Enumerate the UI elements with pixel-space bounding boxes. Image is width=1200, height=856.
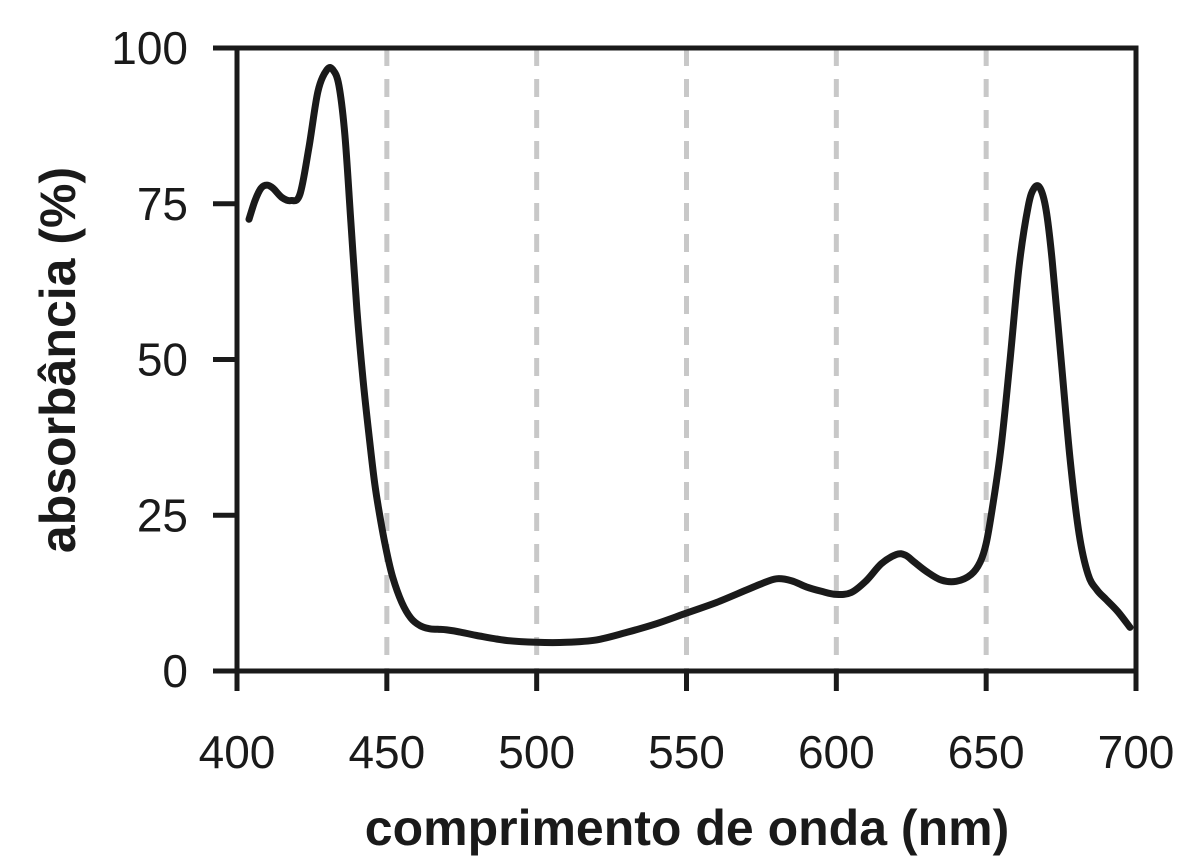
x-tick-label-500: 500 [498,726,575,778]
x-tick-label-400: 400 [199,726,276,778]
x-axis-label: comprimento de onda (nm) [365,800,1009,856]
y-tick-label-100: 100 [111,22,188,74]
x-tick-label-450: 450 [348,726,425,778]
grid-lines [384,48,989,671]
y-tick-label-25: 25 [137,489,188,541]
x-tick-label-700: 700 [1098,726,1175,778]
y-tick-label-50: 50 [137,334,188,386]
x-axis-ticks: 400 450 500 550 600 650 700 [199,671,1175,778]
x-tick-label-550: 550 [648,726,725,778]
y-tick-label-0: 0 [162,645,188,697]
y-tick-label-75: 75 [137,178,188,230]
x-tick-label-650: 650 [948,726,1025,778]
x-tick-label-600: 600 [798,726,875,778]
y-axis-ticks: 0 25 50 75 100 [111,22,237,697]
y-axis-label: absorbância (%) [30,167,86,553]
absorbance-line [245,63,1134,647]
